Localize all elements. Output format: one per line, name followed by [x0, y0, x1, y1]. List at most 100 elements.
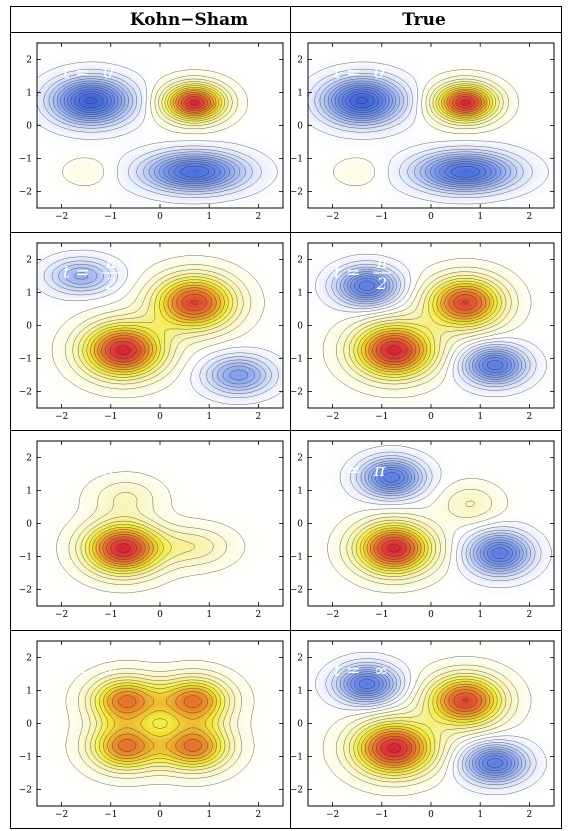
y-tick-label: 0	[297, 520, 303, 530]
x-tick-label: −2	[326, 810, 339, 820]
x-tick-label: −2	[326, 412, 339, 422]
y-tick-label: −1	[19, 355, 32, 365]
y-tick-label: 1	[297, 687, 303, 697]
x-tick-label: 1	[477, 212, 483, 222]
contour-lines	[315, 651, 547, 797]
y-tick-label: 2	[297, 654, 303, 664]
x-tick-label: 2	[527, 412, 533, 422]
contour-lines	[37, 61, 278, 205]
y-tick-label: 2	[26, 56, 32, 66]
x-tick-label: 0	[157, 212, 163, 222]
x-tick-label: 1	[206, 212, 212, 222]
heatmap-fill	[308, 43, 554, 208]
x-tick-label: 2	[527, 610, 533, 620]
y-tick-label: 1	[26, 487, 32, 497]
x-tick-label: 0	[157, 810, 163, 820]
x-tick-label: 0	[157, 610, 163, 620]
y-tick-label: −1	[290, 753, 303, 763]
y-tick-label: −1	[19, 155, 32, 165]
contour-panel-3: −2 −1 0 1 2 −2 −1 0 1 2 t = π 2	[19, 242, 284, 422]
contour-lines	[308, 61, 549, 205]
time-label: t =	[63, 63, 89, 83]
x-tick-label: 2	[527, 810, 533, 820]
y-tick-label: 1	[297, 487, 303, 497]
x-tick-label: −1	[375, 412, 388, 422]
contour-lines	[65, 660, 255, 787]
x-tick-label: −1	[375, 610, 388, 620]
x-tick-label: 0	[428, 810, 434, 820]
x-tick-label: 2	[256, 212, 262, 222]
column-header-true: True	[402, 10, 446, 30]
y-tick-label: −1	[290, 553, 303, 563]
y-tick-label: 0	[26, 322, 32, 332]
contour-panel-7: −2 −1 0 1 2 −2 −1 0 1 2 t = ∞	[19, 640, 284, 820]
x-tick-label: 1	[477, 810, 483, 820]
outer-frame	[10, 6, 562, 829]
y-tick-label: 1	[297, 289, 303, 299]
x-tick-label: 0	[428, 412, 434, 422]
x-tick-label: −2	[55, 212, 68, 222]
x-tick-label: 0	[428, 610, 434, 620]
x-tick-label: 0	[428, 212, 434, 222]
x-tick-label: −2	[55, 610, 68, 620]
contour-lines	[37, 249, 283, 405]
y-tick-label: −2	[19, 586, 32, 596]
heatmap-fill	[37, 641, 283, 806]
y-tick-label: 0	[297, 720, 303, 730]
y-tick-label: 1	[297, 89, 303, 99]
time-label: t =	[334, 263, 360, 283]
time-label: t =	[63, 661, 89, 681]
time-label-value: 0	[374, 63, 385, 83]
y-tick-label: 2	[26, 256, 32, 266]
x-tick-label: −2	[55, 810, 68, 820]
contour-panel-2: −2 −1 0 1 2 −2 −1 0 1 2 t = 0	[290, 42, 555, 222]
y-tick-label: 2	[26, 654, 32, 664]
x-tick-label: 2	[256, 610, 262, 620]
y-tick-label: 2	[297, 56, 303, 66]
time-label: t =	[334, 461, 360, 481]
x-tick-label: −2	[55, 412, 68, 422]
y-tick-label: −2	[19, 786, 32, 796]
x-tick-label: 1	[206, 412, 212, 422]
x-tick-label: −1	[104, 212, 117, 222]
heatmap-fill	[37, 441, 283, 606]
y-tick-label: 1	[26, 687, 32, 697]
time-label-denominator: 2	[105, 274, 116, 293]
x-tick-label: −2	[326, 610, 339, 620]
y-tick-label: 2	[297, 454, 303, 464]
x-tick-label: 1	[206, 610, 212, 620]
heatmap-fill	[308, 243, 554, 408]
time-label-value: π	[102, 461, 115, 481]
y-tick-label: 0	[297, 122, 303, 132]
x-tick-label: −1	[104, 412, 117, 422]
contour-panel-6: −2 −1 0 1 2 −2 −1 0 1 2 t = π	[290, 440, 555, 620]
y-tick-label: −1	[290, 355, 303, 365]
y-tick-label: 0	[26, 720, 32, 730]
y-tick-label: −2	[290, 786, 303, 796]
x-tick-label: −1	[104, 610, 117, 620]
x-tick-label: 1	[477, 610, 483, 620]
time-label-numerator: π	[105, 253, 117, 272]
x-tick-label: 2	[527, 212, 533, 222]
time-label-value: π	[373, 461, 386, 481]
y-tick-label: −2	[19, 188, 32, 198]
time-label: t =	[63, 461, 89, 481]
x-tick-label: 1	[206, 810, 212, 820]
y-tick-label: −2	[290, 188, 303, 198]
time-label-value: ∞	[103, 661, 117, 681]
time-label: t =	[334, 661, 360, 681]
heatmap-fill	[37, 243, 283, 408]
x-tick-label: 2	[256, 810, 262, 820]
contour-panel-1: −2 −1 0 1 2 −2 −1 0 1 2 t = 0	[19, 42, 284, 222]
panels: −2 −1 0 1 2 −2 −1 0 1 2 t = 0 −2 −1 0 1 2 −2 −1 0 1 2 t = 0 −2 −1…	[19, 42, 555, 820]
x-tick-label: 0	[157, 412, 163, 422]
y-tick-label: 0	[26, 520, 32, 530]
x-tick-label: −1	[104, 810, 117, 820]
x-tick-label: 1	[477, 412, 483, 422]
y-tick-label: 2	[297, 256, 303, 266]
x-tick-label: 2	[256, 412, 262, 422]
time-label-value: 0	[103, 63, 114, 83]
y-tick-label: 0	[297, 322, 303, 332]
y-tick-label: −2	[19, 388, 32, 398]
